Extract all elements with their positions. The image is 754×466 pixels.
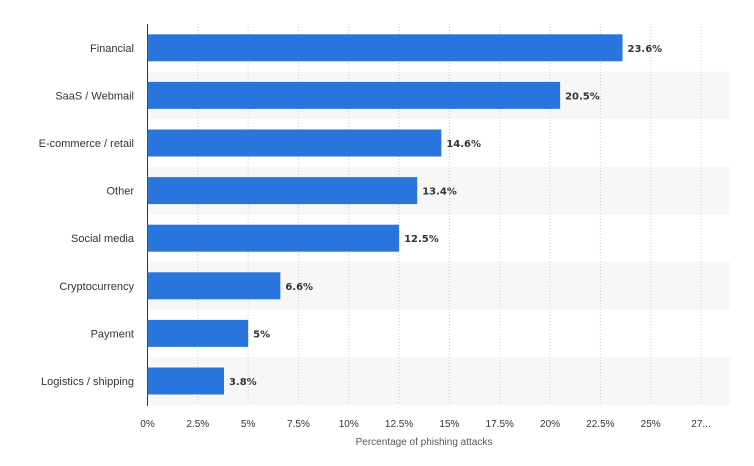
value-label-financial: 23.6%	[628, 44, 663, 55]
row-band	[147, 357, 730, 405]
x-tick-label: 27...	[691, 419, 710, 430]
bar-social-media[interactable]	[147, 224, 400, 252]
value-label-social-media: 12.5%	[404, 234, 439, 245]
category-label-financial: Financial	[90, 43, 134, 55]
x-tick-label: 17.5%	[486, 419, 514, 430]
x-tick-label: 25%	[641, 419, 661, 430]
x-tick-labels: 0% 2.5% 5% 7.5% 10% 12.5% 15% 17.5% 20% 22.5% 25% 2…	[140, 419, 710, 430]
category-labels: Financial SaaS / Webmail E-commerce / reta…	[39, 43, 135, 388]
x-axis-title: Percentage of phishing attacks	[356, 437, 493, 448]
value-label-e-commerce-retail: 14.6%	[446, 139, 481, 150]
x-tick-label: 7.5%	[287, 419, 310, 430]
value-label-saas-webmail: 20.5%	[565, 91, 600, 102]
category-label-payment: Payment	[91, 328, 134, 340]
bar-e-commerce-retail[interactable]	[147, 129, 442, 157]
x-tick-label: 12.5%	[385, 419, 413, 430]
value-label-cryptocurrency: 6.6%	[285, 282, 313, 293]
value-label-logistics-shipping: 3.8%	[229, 377, 257, 388]
category-label-cryptocurrency: Cryptocurrency	[59, 281, 134, 293]
value-label-payment: 5%	[253, 329, 270, 340]
bar-cryptocurrency[interactable]	[147, 272, 281, 300]
category-label-e-commerce-retail: E-commerce / retail	[39, 138, 134, 150]
category-label-saas-webmail: SaaS / Webmail	[55, 90, 134, 102]
x-tick-label: 0%	[140, 419, 155, 430]
row-bands	[147, 71, 730, 405]
x-tick-label: 22.5%	[586, 419, 614, 430]
value-label-other: 13.4%	[422, 187, 457, 198]
bar-other[interactable]	[147, 177, 418, 205]
category-label-logistics-shipping: Logistics / shipping	[41, 376, 134, 388]
category-label-social-media: Social media	[71, 233, 135, 245]
category-label-other: Other	[106, 186, 134, 198]
bar-payment[interactable]	[147, 319, 249, 347]
x-tick-label: 20%	[540, 419, 560, 430]
bars	[147, 34, 623, 395]
x-tick-label: 10%	[339, 419, 359, 430]
bar-financial[interactable]	[147, 34, 623, 62]
value-labels: 23.6% 20.5% 14.6% 13.4% 12.5% 6.6% 5% 3.8%	[229, 44, 662, 388]
x-tick-label: 2.5%	[186, 419, 209, 430]
x-tick-label: 15%	[439, 419, 459, 430]
bar-logistics-shipping[interactable]	[147, 367, 224, 395]
x-tick-label: 5%	[241, 419, 256, 430]
bar-saas-webmail[interactable]	[147, 81, 561, 109]
